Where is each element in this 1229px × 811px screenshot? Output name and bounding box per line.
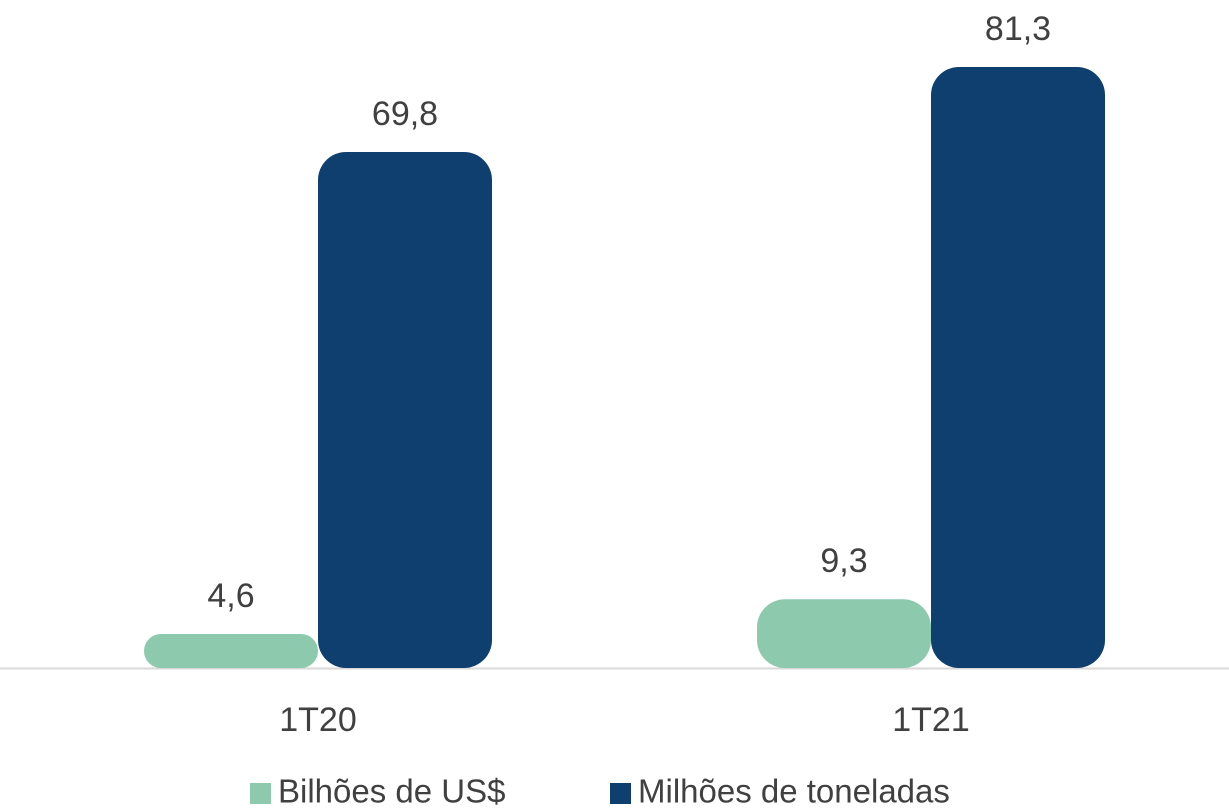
bar	[931, 67, 1105, 668]
legend-label: Bilhões de US$	[278, 773, 505, 810]
data-label: 9,3	[820, 542, 867, 580]
bar	[144, 633, 318, 668]
bar	[757, 599, 931, 668]
data-label: 81,3	[985, 10, 1051, 48]
x-tick-label: 1T21	[892, 701, 970, 739]
x-tick-label: 1T20	[279, 701, 357, 739]
legend-swatch	[250, 783, 271, 804]
legend-swatch	[610, 783, 631, 804]
legend-label: Milhões de toneladas	[638, 773, 950, 810]
bar	[318, 152, 492, 668]
data-label: 69,8	[372, 95, 438, 133]
data-label: 4,6	[207, 577, 254, 615]
